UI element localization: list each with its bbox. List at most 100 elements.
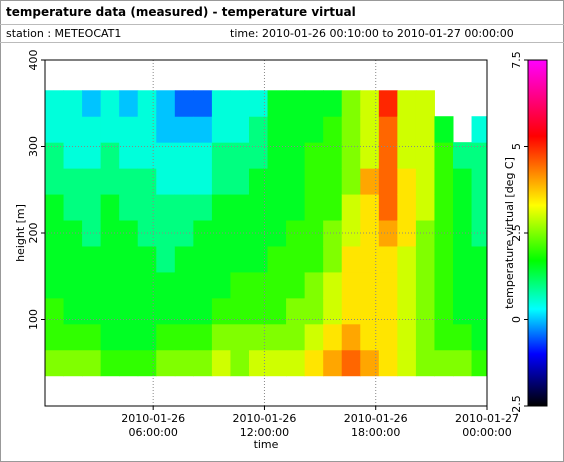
heat-cell (156, 142, 176, 169)
heat-cell (286, 323, 306, 351)
heat-cell (174, 220, 194, 247)
heat-cell (100, 245, 120, 273)
heat-cell (378, 297, 398, 325)
heat-cell (100, 168, 120, 195)
heat-cell (249, 323, 269, 351)
heat-cell (453, 323, 473, 351)
heat-cell (453, 168, 473, 195)
y-tick-label: 300 (27, 136, 40, 157)
heat-cell (378, 168, 398, 195)
heat-cell (100, 297, 120, 325)
heat-cell (323, 271, 343, 299)
heat-cell (378, 116, 398, 143)
heat-cell (230, 142, 250, 169)
heat-cell (378, 271, 398, 299)
heat-cell (304, 142, 324, 169)
heat-cell (193, 220, 213, 247)
heat-cell (82, 90, 102, 117)
heat-cell (434, 116, 454, 143)
heat-cell (249, 271, 269, 299)
heat-cell (174, 349, 194, 377)
x-tick-label: 2010-01-26 06:00:00 (121, 412, 185, 439)
heat-cell (471, 220, 487, 247)
heat-cell (378, 220, 398, 247)
heat-cell (304, 194, 324, 221)
plot-border (44, 59, 488, 407)
heat-cell (415, 297, 435, 325)
heat-cell (193, 323, 213, 351)
heat-cell (174, 90, 194, 117)
heat-cell (341, 245, 361, 273)
heat-cell (137, 194, 157, 221)
heat-cell (267, 349, 287, 377)
colorbar (527, 59, 548, 407)
heat-cell (267, 194, 287, 221)
heat-cell (193, 168, 213, 195)
heat-cell (45, 142, 65, 169)
heat-cell (304, 349, 324, 377)
heat-cell (360, 142, 380, 169)
heat-cell (453, 245, 473, 273)
heat-cell (415, 142, 435, 169)
heat-cell (193, 297, 213, 325)
heat-cell (193, 90, 213, 117)
heat-cell (267, 142, 287, 169)
heat-cell (360, 90, 380, 117)
heat-cell (415, 220, 435, 247)
heat-cell (119, 245, 139, 273)
heat-cell (341, 194, 361, 221)
heat-cell (82, 245, 102, 273)
heat-cell (63, 245, 83, 273)
heat-cell (267, 297, 287, 325)
heat-cell (100, 271, 120, 299)
heat-cell (82, 220, 102, 247)
heat-cell (267, 168, 287, 195)
heat-cell (156, 271, 176, 299)
y-axis-label: height [m] (14, 204, 27, 262)
heat-cell (471, 142, 487, 169)
heat-cell (267, 245, 287, 273)
heat-cell (360, 168, 380, 195)
heat-cell (304, 297, 324, 325)
heat-cell (286, 245, 306, 273)
heat-cell (137, 349, 157, 377)
heat-cell (378, 194, 398, 221)
heat-cell (249, 194, 269, 221)
heat-cell (267, 323, 287, 351)
heat-cell (82, 194, 102, 221)
heat-cell (434, 271, 454, 299)
heat-cell (156, 116, 176, 143)
heat-cell (453, 271, 473, 299)
colorbar-label: temperature virtual [deg C] (503, 157, 516, 309)
heat-cell (193, 245, 213, 273)
heat-cell (341, 349, 361, 377)
heat-cell (156, 297, 176, 325)
heat-cell (415, 349, 435, 377)
colorbar-tick-label: 0 (510, 316, 523, 323)
heat-cell (434, 245, 454, 273)
heat-cell (211, 168, 231, 195)
heat-cell (156, 90, 176, 117)
heat-cell (193, 349, 213, 377)
heat-cell (453, 297, 473, 325)
heat-cell (211, 220, 231, 247)
heat-cell (471, 271, 487, 299)
heat-cell (156, 168, 176, 195)
heat-cell (323, 245, 343, 273)
heat-cell (341, 323, 361, 351)
heat-cell (230, 323, 250, 351)
heat-cell (267, 116, 287, 143)
heat-cell (45, 323, 65, 351)
heat-cell (119, 323, 139, 351)
heat-cell (137, 116, 157, 143)
heat-cell (193, 194, 213, 221)
heat-cell (453, 194, 473, 221)
colorbar-tick-label: 2.5 (510, 224, 523, 242)
heat-cell (211, 245, 231, 273)
heat-cell (286, 297, 306, 325)
colorbar-tick-label: 5 (510, 143, 523, 150)
heat-cell (286, 116, 306, 143)
heat-cell (211, 142, 231, 169)
heat-cell (211, 194, 231, 221)
heat-cell (119, 142, 139, 169)
